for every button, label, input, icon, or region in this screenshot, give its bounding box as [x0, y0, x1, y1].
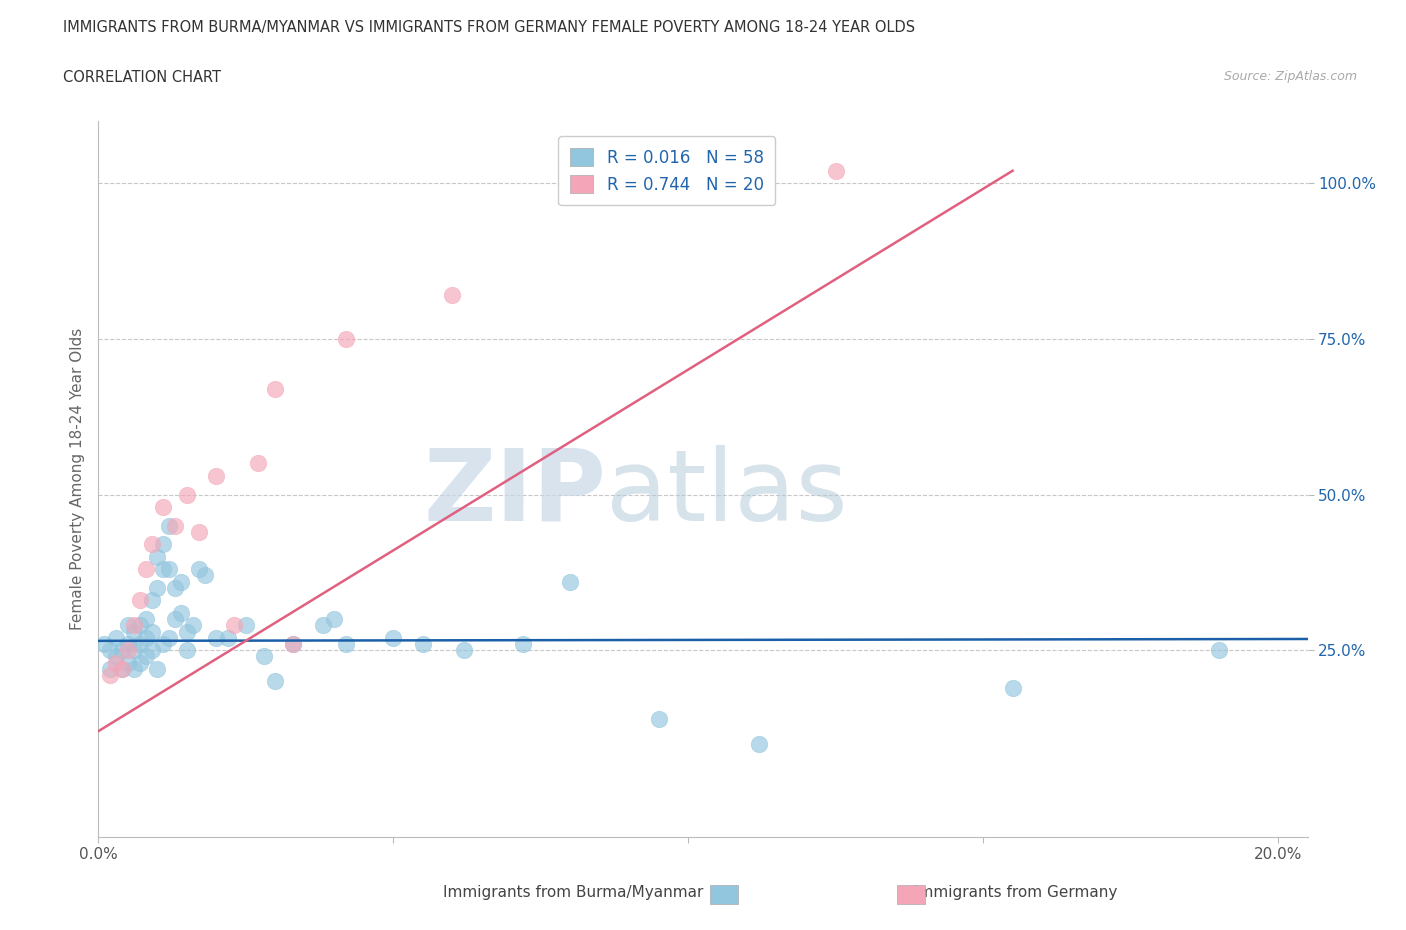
Point — [117, 656, 139, 671]
Point — [122, 661, 145, 676]
Point — [441, 287, 464, 302]
Point — [176, 487, 198, 502]
Text: CORRELATION CHART: CORRELATION CHART — [63, 70, 221, 85]
Point — [111, 661, 134, 676]
Point — [1208, 643, 1230, 658]
Point — [281, 636, 304, 651]
Point — [335, 331, 357, 346]
Point — [222, 618, 245, 632]
Point — [412, 636, 434, 651]
Point — [382, 631, 405, 645]
Point — [141, 537, 163, 551]
Point — [560, 574, 582, 589]
Text: Immigrants from Germany: Immigrants from Germany — [914, 885, 1118, 900]
Point — [453, 643, 475, 658]
Point — [141, 593, 163, 608]
Point — [135, 631, 157, 645]
Point — [165, 580, 187, 595]
Point — [105, 649, 128, 664]
Point — [335, 636, 357, 651]
Point — [176, 624, 198, 639]
Text: ZIP: ZIP — [423, 445, 606, 542]
Point — [205, 469, 228, 484]
Y-axis label: Female Poverty Among 18-24 Year Olds: Female Poverty Among 18-24 Year Olds — [69, 328, 84, 631]
Point — [157, 562, 180, 577]
Point — [323, 612, 346, 627]
Point — [122, 643, 145, 658]
Point — [165, 518, 187, 533]
Point — [146, 661, 169, 676]
Point — [165, 612, 187, 627]
Point — [105, 656, 128, 671]
Text: atlas: atlas — [606, 445, 848, 542]
Point — [246, 456, 269, 471]
Point — [152, 499, 174, 514]
Point — [152, 537, 174, 551]
Text: IMMIGRANTS FROM BURMA/MYANMAR VS IMMIGRANTS FROM GERMANY FEMALE POVERTY AMONG 18: IMMIGRANTS FROM BURMA/MYANMAR VS IMMIGRA… — [63, 20, 915, 35]
Point — [128, 656, 150, 671]
Point — [152, 562, 174, 577]
Point — [146, 580, 169, 595]
Point — [194, 568, 217, 583]
Point — [111, 643, 134, 658]
Point — [512, 636, 534, 651]
Point — [141, 624, 163, 639]
Point — [181, 618, 204, 632]
Point — [111, 661, 134, 676]
Point — [152, 636, 174, 651]
Point — [117, 618, 139, 632]
Point — [157, 518, 180, 533]
Text: Immigrants from Burma/Myanmar: Immigrants from Burma/Myanmar — [443, 885, 703, 900]
Point — [93, 636, 115, 651]
Point — [98, 668, 121, 683]
Point — [1001, 680, 1024, 695]
Point — [824, 164, 846, 179]
Point — [135, 649, 157, 664]
Point — [170, 574, 193, 589]
Point — [146, 550, 169, 565]
Point — [648, 711, 671, 726]
Point — [141, 643, 163, 658]
Point — [128, 593, 150, 608]
Point — [128, 636, 150, 651]
Point — [748, 737, 770, 751]
Point — [235, 618, 257, 632]
Point — [122, 624, 145, 639]
Point — [98, 661, 121, 676]
Point — [264, 674, 287, 689]
Point — [135, 612, 157, 627]
Point — [117, 643, 139, 658]
Point — [157, 631, 180, 645]
Point — [187, 525, 209, 539]
Point — [281, 636, 304, 651]
Point — [187, 562, 209, 577]
Legend: R = 0.016   N = 58, R = 0.744   N = 20: R = 0.016 N = 58, R = 0.744 N = 20 — [558, 137, 775, 206]
Point — [128, 618, 150, 632]
Point — [264, 381, 287, 396]
Point — [311, 618, 333, 632]
Point — [252, 649, 274, 664]
Point — [105, 631, 128, 645]
Point — [205, 631, 228, 645]
Point — [122, 618, 145, 632]
Point — [217, 631, 239, 645]
Point — [176, 643, 198, 658]
Point — [117, 636, 139, 651]
Point — [135, 562, 157, 577]
Point — [98, 643, 121, 658]
Text: Source: ZipAtlas.com: Source: ZipAtlas.com — [1223, 70, 1357, 83]
Point — [170, 605, 193, 620]
